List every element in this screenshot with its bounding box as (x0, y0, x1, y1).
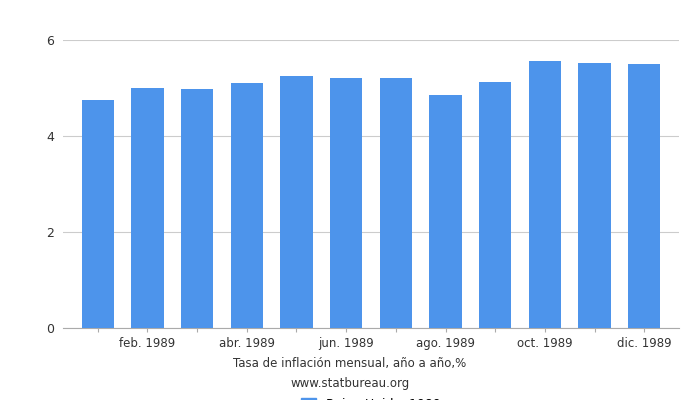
Text: www.statbureau.org: www.statbureau.org (290, 378, 410, 390)
Bar (330, 78, 363, 328)
Bar (379, 78, 412, 328)
Text: Tasa de inflación mensual, año a año,%: Tasa de inflación mensual, año a año,% (233, 358, 467, 370)
Bar (429, 95, 462, 328)
Bar (132, 88, 164, 328)
Legend: Reino Unido, 1989: Reino Unido, 1989 (301, 398, 441, 400)
Bar (528, 61, 561, 328)
Bar (479, 82, 511, 328)
Bar (578, 63, 610, 328)
Bar (231, 83, 263, 328)
Bar (280, 76, 313, 328)
Bar (181, 89, 214, 328)
Bar (82, 100, 114, 328)
Bar (628, 64, 660, 328)
